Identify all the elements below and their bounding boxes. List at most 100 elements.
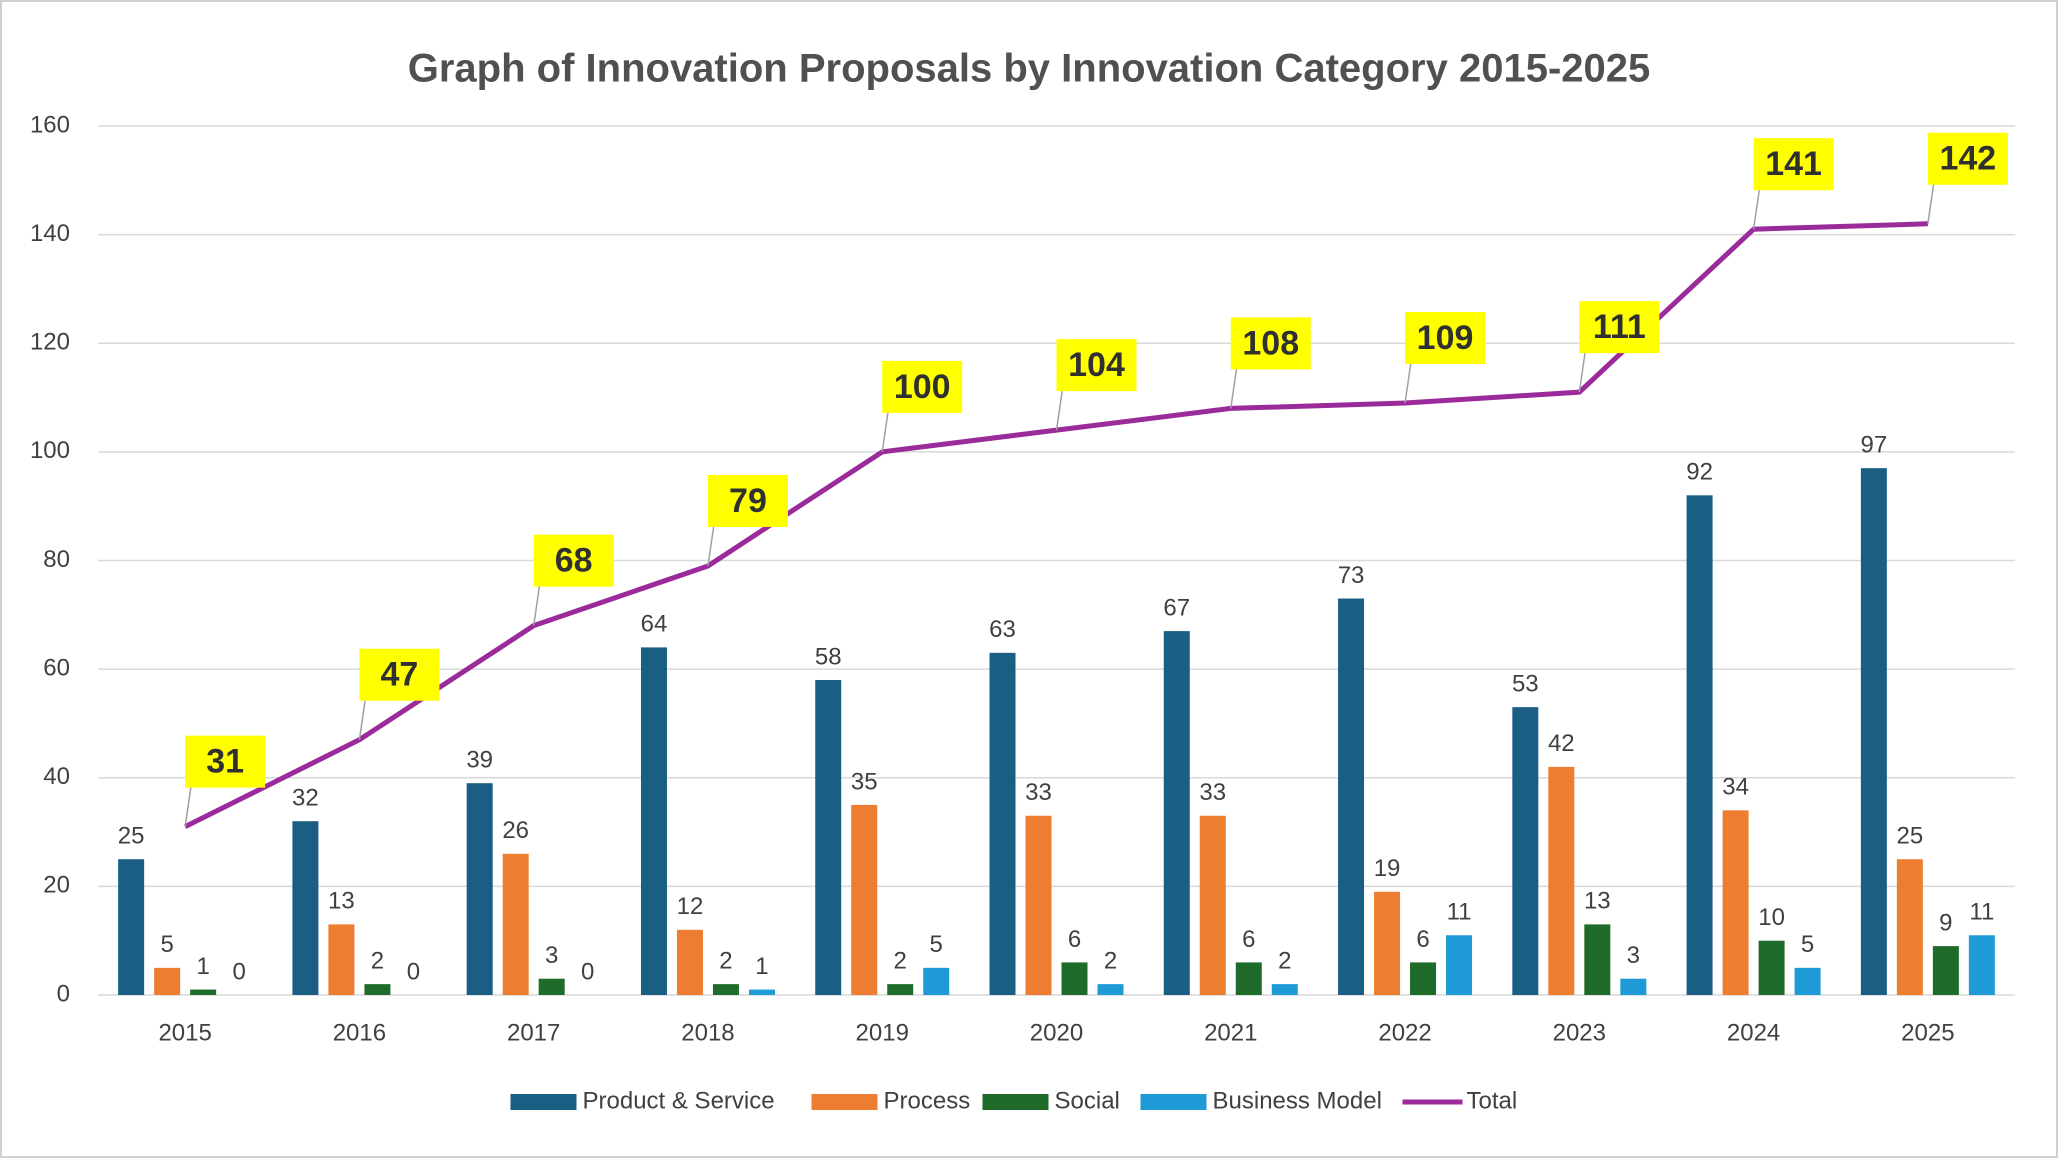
y-tick-label: 80 bbox=[43, 546, 70, 573]
bar-value-label: 42 bbox=[1548, 730, 1575, 757]
bar bbox=[328, 924, 355, 995]
label-background bbox=[1579, 301, 1660, 354]
bar-value-label: 19 bbox=[1374, 855, 1401, 882]
total-value-label: 31 bbox=[206, 743, 244, 781]
x-tick-label: 2019 bbox=[856, 1019, 909, 1046]
bar-value-label: 53 bbox=[1512, 670, 1539, 697]
label-background bbox=[533, 534, 614, 587]
x-tick-label: 2015 bbox=[158, 1019, 211, 1046]
total-value-label: 104 bbox=[1068, 346, 1125, 384]
bar-value-label: 63 bbox=[989, 616, 1016, 643]
bar bbox=[1374, 891, 1401, 995]
bar-value-label: 6 bbox=[1242, 926, 1255, 953]
bar-value-label: 13 bbox=[1584, 888, 1611, 915]
x-tick-label: 2018 bbox=[681, 1019, 734, 1046]
bar bbox=[1061, 962, 1088, 995]
label-background bbox=[1230, 317, 1311, 370]
bar bbox=[1860, 468, 1887, 995]
bar bbox=[640, 647, 667, 995]
bar-value-label: 11 bbox=[1969, 899, 1994, 926]
bar-value-label: 5 bbox=[930, 931, 943, 958]
bar-value-label: 2 bbox=[719, 947, 732, 974]
bar bbox=[154, 967, 181, 995]
legend-swatch bbox=[811, 1094, 878, 1110]
legend-swatch bbox=[510, 1094, 577, 1110]
label-background bbox=[707, 474, 788, 527]
bar bbox=[1271, 984, 1298, 995]
total-value-label: 109 bbox=[1417, 319, 1474, 357]
legend-label: Product & Service bbox=[583, 1087, 775, 1114]
x-tick-label: 2024 bbox=[1727, 1019, 1780, 1046]
bar-value-label: 2 bbox=[1278, 947, 1291, 974]
bar bbox=[1199, 815, 1226, 995]
label-background bbox=[882, 360, 963, 413]
y-tick-label: 140 bbox=[30, 220, 70, 247]
bar bbox=[923, 967, 950, 995]
x-tick-label: 2021 bbox=[1204, 1019, 1257, 1046]
bar-value-label: 2 bbox=[371, 947, 384, 974]
x-tick-label: 2022 bbox=[1378, 1019, 1431, 1046]
bar-value-label: 32 bbox=[292, 785, 319, 812]
bar bbox=[502, 853, 529, 995]
bar bbox=[1686, 495, 1713, 995]
bar bbox=[989, 652, 1016, 995]
total-value-label: 68 bbox=[555, 542, 593, 580]
bar-value-label: 25 bbox=[118, 823, 145, 850]
bar-value-label: 3 bbox=[545, 942, 558, 969]
bar bbox=[1758, 940, 1785, 995]
bar bbox=[712, 984, 739, 995]
x-tick-label: 2017 bbox=[507, 1019, 560, 1046]
total-value-label: 108 bbox=[1242, 324, 1299, 362]
total-value-label: 79 bbox=[729, 482, 767, 520]
bar bbox=[1722, 810, 1749, 995]
bar bbox=[1584, 924, 1611, 995]
bar bbox=[1932, 946, 1959, 995]
y-tick-label: 60 bbox=[43, 654, 70, 681]
bar-value-label: 12 bbox=[677, 893, 704, 920]
bar bbox=[851, 804, 878, 995]
bar-value-label: 1 bbox=[755, 953, 768, 980]
bar-value-label: 11 bbox=[1447, 899, 1472, 926]
bar-value-label: 3 bbox=[1627, 942, 1640, 969]
total-label: 47 bbox=[359, 648, 440, 701]
bar bbox=[1512, 707, 1539, 995]
bar-value-label: 2 bbox=[1104, 947, 1117, 974]
bar-value-label: 6 bbox=[1416, 926, 1429, 953]
bar bbox=[1235, 962, 1262, 995]
legend-label: Business Model bbox=[1213, 1087, 1382, 1114]
bar bbox=[1163, 631, 1190, 995]
bar bbox=[466, 783, 493, 995]
bar bbox=[1446, 935, 1473, 995]
bar bbox=[1410, 962, 1437, 995]
bar bbox=[190, 989, 217, 995]
bar bbox=[1097, 984, 1124, 995]
total-label: 142 bbox=[1927, 132, 2008, 185]
total-label: 104 bbox=[1056, 339, 1137, 392]
y-tick-label: 40 bbox=[43, 763, 70, 790]
bar bbox=[118, 859, 145, 995]
label-background bbox=[1927, 132, 2008, 185]
bar-value-label: 25 bbox=[1897, 823, 1924, 850]
bar bbox=[292, 821, 319, 995]
legend-label: Total bbox=[1467, 1087, 1518, 1114]
bar bbox=[1794, 967, 1821, 995]
total-label: 109 bbox=[1405, 311, 1486, 364]
bar-value-label: 5 bbox=[160, 931, 173, 958]
legend-label: Social bbox=[1055, 1087, 1120, 1114]
x-tick-label: 2023 bbox=[1553, 1019, 1606, 1046]
y-tick-label: 100 bbox=[30, 437, 70, 464]
bar-value-label: 92 bbox=[1686, 459, 1713, 486]
total-label: 141 bbox=[1753, 138, 1834, 191]
bar-value-label: 0 bbox=[407, 958, 420, 985]
bar bbox=[887, 984, 914, 995]
chart-title: Graph of Innovation Proposals by Innovat… bbox=[408, 47, 1651, 91]
x-tick-label: 2016 bbox=[333, 1019, 386, 1046]
bar-value-label: 97 bbox=[1861, 432, 1888, 459]
label-background bbox=[185, 735, 266, 788]
bar-value-label: 2 bbox=[894, 947, 907, 974]
bar-value-label: 33 bbox=[1025, 779, 1052, 806]
legend-label: Process bbox=[884, 1087, 971, 1114]
label-background bbox=[1405, 311, 1486, 364]
y-tick-label: 20 bbox=[43, 872, 70, 899]
bar-value-label: 67 bbox=[1163, 594, 1190, 621]
